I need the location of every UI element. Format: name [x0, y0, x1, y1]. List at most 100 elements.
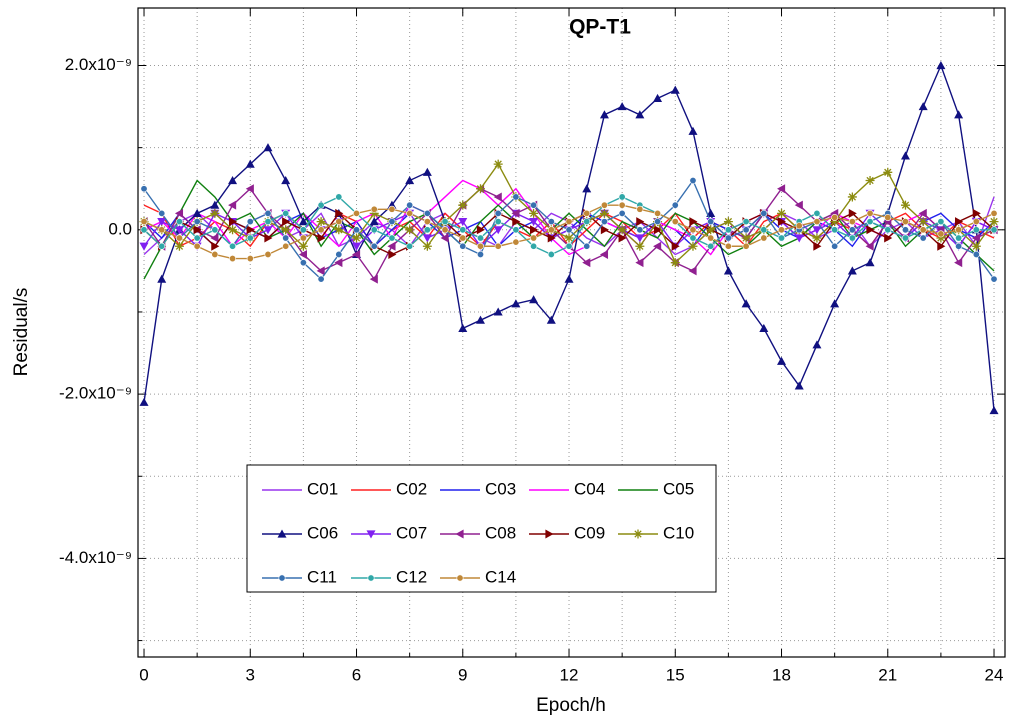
y-tick-label: -4.0x10⁻⁹ [59, 548, 132, 567]
marker [653, 93, 663, 102]
marker [706, 225, 716, 235]
marker [387, 241, 396, 251]
marker [353, 226, 361, 234]
marker [456, 574, 464, 582]
marker [335, 218, 343, 226]
marker [545, 529, 554, 539]
marker [812, 340, 822, 349]
marker [406, 242, 414, 250]
marker [937, 241, 946, 251]
marker [777, 217, 787, 227]
marker [264, 209, 272, 217]
marker [406, 201, 414, 209]
marker [955, 226, 963, 234]
marker [405, 225, 415, 235]
marker [282, 217, 291, 227]
marker [600, 218, 608, 226]
marker [653, 241, 662, 251]
marker [511, 299, 521, 308]
marker [530, 242, 538, 250]
marker [955, 217, 964, 227]
marker [298, 249, 307, 259]
marker [245, 184, 254, 194]
marker [370, 226, 378, 234]
marker [847, 266, 857, 275]
marker [140, 218, 148, 226]
series [140, 201, 998, 263]
marker [475, 315, 485, 324]
marker [423, 209, 431, 217]
series [139, 61, 999, 415]
marker [600, 201, 608, 209]
marker [246, 234, 254, 242]
x-tick-label: 24 [985, 665, 1004, 684]
marker [617, 225, 627, 235]
marker [210, 233, 219, 243]
marker [367, 574, 375, 582]
marker [919, 234, 927, 242]
marker [316, 266, 325, 276]
marker [455, 529, 464, 539]
marker [971, 233, 980, 243]
marker [599, 208, 609, 218]
marker [157, 274, 167, 283]
marker [918, 217, 928, 227]
marker [671, 241, 680, 251]
marker [759, 323, 769, 332]
marker [370, 242, 378, 250]
marker [246, 255, 254, 263]
marker [282, 209, 290, 217]
marker [600, 225, 609, 235]
legend-label: C12 [396, 567, 427, 586]
marker [405, 176, 415, 185]
marker [795, 222, 803, 230]
legend-label: C09 [574, 523, 605, 542]
marker [830, 217, 840, 227]
marker [936, 61, 946, 70]
marker [334, 258, 343, 268]
marker [299, 226, 307, 234]
marker [298, 217, 308, 226]
x-tick-label: 9 [458, 665, 467, 684]
marker [742, 242, 750, 250]
plot-frame [137, 7, 1006, 658]
marker [459, 242, 467, 250]
marker [512, 226, 520, 234]
x-axis-label: Epoch/h [536, 695, 606, 716]
marker [547, 250, 555, 258]
marker [229, 242, 237, 250]
marker [459, 234, 467, 242]
marker [636, 217, 645, 227]
marker [493, 159, 503, 169]
marker [831, 226, 839, 234]
marker [458, 200, 468, 210]
marker [990, 226, 998, 234]
legend-label: C08 [485, 523, 516, 542]
marker [529, 295, 539, 304]
marker [494, 209, 502, 217]
marker [636, 226, 644, 234]
marker [335, 250, 343, 258]
marker [688, 266, 697, 276]
marker [388, 218, 396, 226]
marker [530, 201, 538, 209]
marker [547, 218, 555, 226]
marker [723, 217, 733, 227]
legend-label: C06 [307, 523, 338, 542]
marker [158, 209, 166, 217]
marker [918, 102, 928, 111]
marker [848, 208, 857, 218]
marker [654, 218, 662, 226]
marker [174, 226, 184, 235]
marker [760, 226, 768, 234]
marker [546, 315, 556, 324]
marker [760, 209, 768, 217]
marker [689, 177, 697, 185]
marker [635, 258, 644, 268]
marker [617, 102, 627, 111]
marker [707, 234, 715, 242]
marker [564, 274, 574, 283]
marker [635, 241, 645, 251]
marker [884, 213, 892, 221]
marker [582, 258, 591, 268]
